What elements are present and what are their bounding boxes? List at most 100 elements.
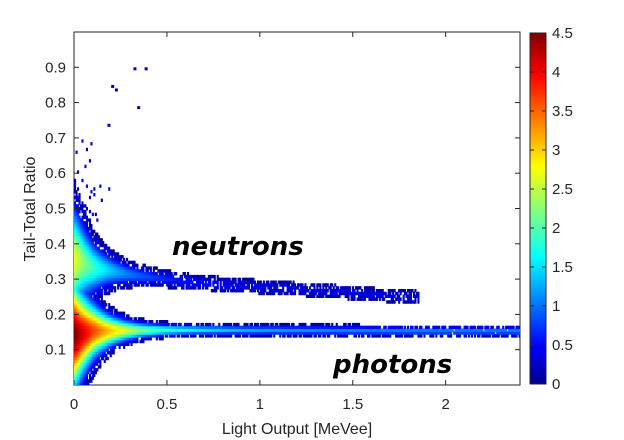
heatmap-cell xyxy=(157,325,160,330)
heatmap-cell xyxy=(97,294,100,298)
heatmap-cell xyxy=(328,334,331,338)
heatmap-cell xyxy=(102,252,105,256)
heatmap-cell xyxy=(96,218,99,222)
heatmap-cell xyxy=(160,325,163,330)
heatmap-cell xyxy=(472,328,475,332)
heatmap-cell xyxy=(74,322,77,327)
heatmap-cell xyxy=(77,198,80,202)
heatmap-cell xyxy=(112,339,115,344)
heatmap-cell xyxy=(358,297,361,301)
heatmap-cell xyxy=(85,325,88,330)
heatmap-cell xyxy=(212,289,215,293)
heatmap-cell xyxy=(111,311,114,315)
heatmap-cell xyxy=(375,331,378,335)
heatmap-cell xyxy=(430,331,433,335)
heatmap-cell xyxy=(82,317,85,321)
heatmap-cell xyxy=(192,286,195,290)
heatmap-cell xyxy=(252,325,255,330)
heatmap-cell xyxy=(142,317,145,321)
heatmap-cell xyxy=(176,280,179,284)
heatmap-cell xyxy=(90,297,93,301)
heatmap-cell xyxy=(77,291,80,296)
heatmap-cell xyxy=(356,322,359,327)
heatmap-cell xyxy=(127,314,130,318)
heatmap-cell xyxy=(350,291,353,296)
heatmap-cell xyxy=(79,328,82,332)
heatmap-cell xyxy=(82,334,85,338)
heatmap-cell xyxy=(387,325,390,330)
heatmap-cell xyxy=(453,325,456,330)
heatmap-cell xyxy=(301,325,304,330)
heatmap-cell xyxy=(252,334,255,338)
heatmap-cell xyxy=(81,311,84,315)
heatmap-cell xyxy=(78,224,81,228)
heatmap-cell xyxy=(90,359,93,363)
heatmap-cell xyxy=(133,317,136,321)
heatmap-cell xyxy=(111,249,114,253)
heatmap-cell xyxy=(503,334,506,338)
heatmap-cell xyxy=(108,303,111,307)
heatmap-cell xyxy=(75,229,78,234)
heatmap-cell xyxy=(198,325,201,330)
heatmap-cell xyxy=(78,308,81,313)
heatmap-cell xyxy=(359,331,362,335)
heatmap-cell xyxy=(198,280,201,284)
heatmap-cell xyxy=(85,305,88,310)
heatmap-cell xyxy=(135,320,138,324)
heatmap-cell xyxy=(347,328,350,332)
heatmap-cell xyxy=(93,342,96,346)
heatmap-cell xyxy=(234,277,237,282)
heatmap-cell xyxy=(91,345,94,349)
heatmap-cell xyxy=(384,291,387,296)
heatmap-cell xyxy=(148,337,151,341)
heatmap-cell xyxy=(108,260,111,265)
heatmap-cell xyxy=(90,351,93,355)
heatmap-cell xyxy=(74,243,77,248)
heatmap-cell xyxy=(129,320,132,324)
heatmap-cell xyxy=(109,280,112,284)
heatmap-cell xyxy=(99,305,102,310)
heatmap-cell xyxy=(127,328,130,332)
heatmap-cell xyxy=(82,359,85,363)
heatmap-cell xyxy=(82,257,85,262)
heatmap-cell xyxy=(74,260,77,265)
heatmap-cell xyxy=(313,322,316,327)
heatmap-cell xyxy=(448,331,451,335)
heatmap-cell xyxy=(366,325,369,330)
heatmap-cell xyxy=(82,252,85,256)
x-tick-label: 0 xyxy=(70,396,78,413)
heatmap-cell xyxy=(190,280,193,284)
heatmap-cell xyxy=(285,322,288,327)
heatmap-cell xyxy=(74,286,77,290)
heatmap-cell xyxy=(93,257,96,262)
heatmap-cell xyxy=(175,325,178,330)
heatmap-cell xyxy=(91,339,94,344)
heatmap-cell xyxy=(476,328,479,332)
heatmap-cell xyxy=(109,269,112,273)
heatmap-cell xyxy=(368,325,371,330)
heatmap-cell xyxy=(136,328,139,332)
heatmap-cell xyxy=(108,325,111,330)
heatmap-cell xyxy=(75,311,78,315)
heatmap-cell xyxy=(222,283,225,287)
heatmap-cell xyxy=(148,266,151,270)
heatmap-cell xyxy=(118,339,121,344)
heatmap-cell xyxy=(404,328,407,332)
heatmap-cell xyxy=(82,235,85,239)
heatmap-cell xyxy=(81,345,84,349)
heatmap-cell xyxy=(185,280,188,284)
heatmap-cell xyxy=(161,337,164,341)
heatmap-cell xyxy=(350,328,353,332)
heatmap-cell xyxy=(87,322,90,327)
heatmap-cell xyxy=(187,272,190,276)
heatmap-cell xyxy=(79,263,82,267)
heatmap-cell xyxy=(133,331,136,335)
heatmap-cell xyxy=(120,325,123,330)
heatmap-cell xyxy=(96,246,99,250)
heatmap-cell xyxy=(78,342,81,346)
heatmap-cell xyxy=(82,221,85,225)
heatmap-cell xyxy=(485,331,488,335)
heatmap-cell xyxy=(82,204,85,208)
heatmap-cell xyxy=(97,331,100,335)
heatmap-cell xyxy=(209,322,212,327)
